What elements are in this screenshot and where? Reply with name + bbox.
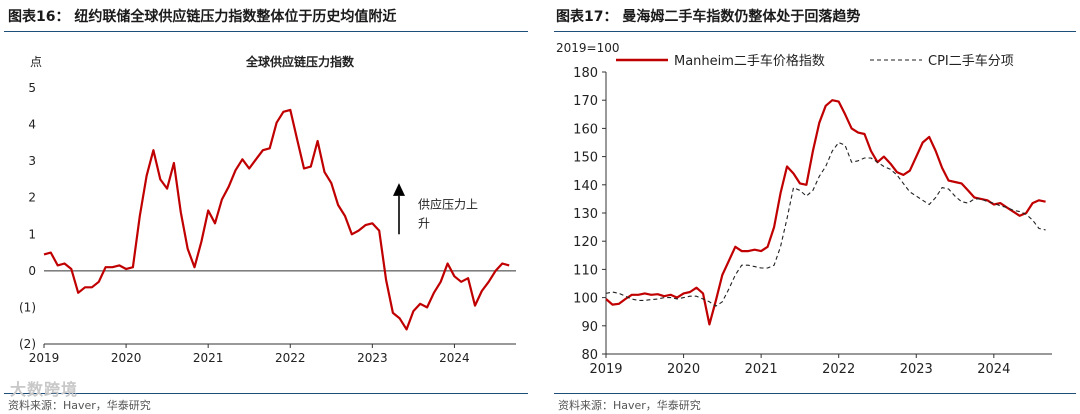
series-line-pressure-index	[43, 108, 510, 331]
series-line-manheim	[605, 99, 1046, 326]
y-tick-label: 170	[573, 94, 598, 109]
y-tick-label: (1)	[19, 300, 36, 314]
right-figure-title: 图表17： 曼海姆二手车指数仍整体处于回落趋势	[556, 9, 861, 25]
watermark-text: 大数跨境	[10, 380, 79, 399]
y-tick-label: 130	[573, 207, 598, 222]
left-source-note: 资料来源：Haver，华泰研究	[8, 399, 151, 412]
y-tick-label: 5	[28, 81, 36, 95]
legend-label-cpi: CPI二手车分项	[928, 53, 1014, 69]
x-tick-label: 2022	[275, 351, 306, 365]
x-tick-label: 2020	[667, 362, 700, 377]
annotation-line-2: 升	[418, 217, 430, 231]
right-source-rule	[554, 393, 1076, 394]
pressure-arrow-head	[393, 183, 405, 196]
y-axis-unit-label: 点	[30, 55, 42, 69]
x-tick-label: 2020	[111, 351, 142, 365]
y-tick-label: 150	[573, 151, 598, 166]
series-line-cpi-used-cars	[605, 141, 1046, 307]
x-tick-label: 2019	[29, 351, 60, 365]
x-tick-label: 2023	[900, 362, 933, 377]
annotation-line-1: 供应压力上	[418, 197, 478, 212]
x-tick-label: 2023	[357, 351, 388, 365]
supply-chain-pressure-chart: 全球供应链压力指数 点 5 4 3 2 1 0 (1) (2)2019 2020 2021 2022 20…	[19, 54, 516, 365]
left-title-rule	[4, 31, 528, 32]
y-tick-label: 0	[28, 264, 36, 278]
y-tick-label: 120	[573, 235, 598, 250]
left-figure-title: 图表16： 纽约联储全球供应链压力指数整体位于历史均值附近	[8, 9, 397, 25]
y-axis-unit-label: 2019=100	[556, 41, 620, 55]
chart-title: 全球供应链压力指数	[245, 54, 355, 69]
left-source-rule	[4, 393, 528, 394]
x-tick-label: 2021	[193, 351, 224, 365]
right-figure-panel: 图表17： 曼海姆二手车指数仍整体处于回落趋势 2019=100 80 90 100 1…	[550, 0, 1080, 414]
y-tick-label: 1	[28, 227, 36, 241]
y-tick-label: (2)	[19, 337, 36, 351]
y-tick-label: 160	[573, 122, 598, 137]
x-tick-label: 2024	[977, 362, 1010, 377]
right-source-note: 资料来源：Haver，华泰研究	[558, 399, 701, 412]
y-tick-label: 100	[573, 292, 598, 307]
x-tick-label: 2022	[822, 362, 855, 377]
right-title-rule	[554, 31, 1076, 32]
y-tick-label: 110	[573, 263, 598, 278]
y-tick-label: 4	[28, 118, 36, 132]
x-tick-label: 2021	[745, 362, 778, 377]
y-tick-label: 80	[581, 348, 598, 363]
left-figure-panel: 图表16： 纽约联储全球供应链压力指数整体位于历史均值附近 全球供应链压力指数 点…	[0, 0, 532, 414]
y-tick-label: 180	[573, 66, 598, 81]
y-tick-label: 90	[581, 320, 598, 335]
y-tick-label: 3	[28, 154, 36, 168]
y-tick-label: 140	[573, 179, 598, 194]
x-tick-label: 2024	[439, 351, 470, 365]
manheim-used-car-chart: 2019=100 80 90 100 110 120 130 140 150 160 170 180 2…	[556, 41, 1052, 377]
x-tick-label: 2019	[589, 362, 622, 377]
y-tick-label: 2	[28, 191, 36, 205]
legend-label-manheim: Manheim二手车价格指数	[674, 53, 825, 69]
